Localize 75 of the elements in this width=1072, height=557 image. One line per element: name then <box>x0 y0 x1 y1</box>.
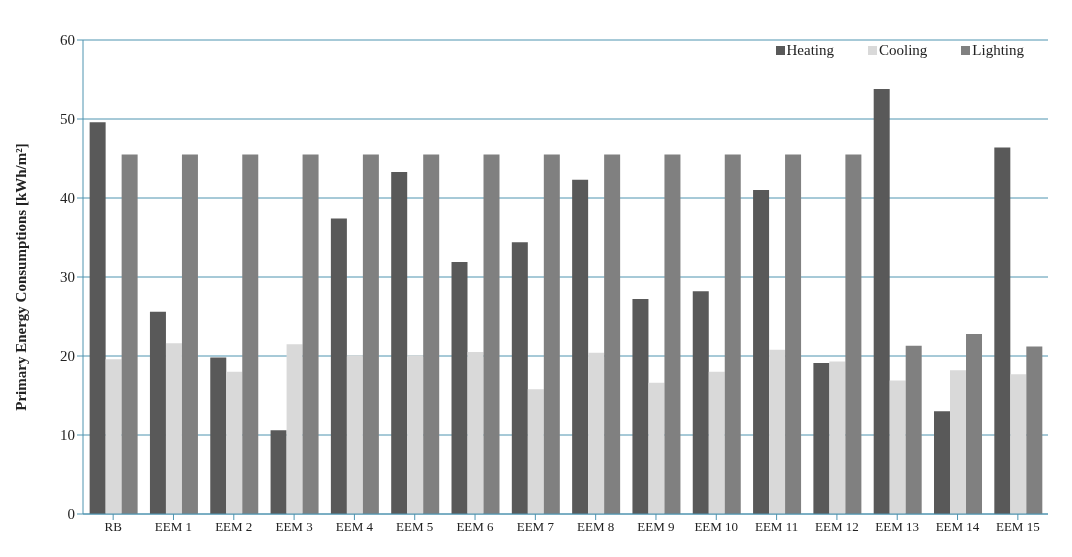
bar <box>391 171 408 514</box>
x-tick-label: EEM 4 <box>335 519 374 535</box>
bar <box>753 190 770 514</box>
bar <box>813 363 830 514</box>
bar <box>527 389 544 514</box>
y-tick-label: 30 <box>60 269 75 286</box>
y-tick-label: 50 <box>60 111 75 128</box>
bar <box>950 370 967 514</box>
bar <box>692 291 709 514</box>
x-tick-label: EEM 6 <box>456 519 495 535</box>
bar <box>604 154 621 514</box>
bar <box>89 122 106 514</box>
x-tick-label: EEM 13 <box>875 519 920 535</box>
y-tick-label: 40 <box>60 190 75 207</box>
bar <box>105 359 122 514</box>
y-axis-title: Primary Energy Consumptions [kWh/m²] <box>13 143 30 411</box>
x-tick-label: EEM 12 <box>815 519 859 535</box>
bar <box>905 345 922 514</box>
bar <box>724 154 741 514</box>
bar <box>708 371 725 514</box>
bar <box>873 88 890 514</box>
x-tick-label: EEM 1 <box>154 519 193 535</box>
bar <box>226 371 243 514</box>
x-tick-label: EEM 7 <box>516 519 555 535</box>
bar <box>1026 346 1043 514</box>
bar <box>543 154 560 514</box>
bar <box>511 242 528 514</box>
bar <box>121 154 138 514</box>
bar <box>210 357 227 514</box>
bar <box>423 154 440 514</box>
bar <box>346 355 363 514</box>
bar <box>1010 374 1027 514</box>
bar <box>632 299 649 514</box>
y-tick-label: 20 <box>60 348 75 365</box>
legend-label: Lighting <box>971 42 1024 59</box>
bar <box>572 179 589 514</box>
bar <box>467 352 484 514</box>
x-tick-label: EEM 14 <box>935 519 980 535</box>
bar <box>286 344 303 514</box>
bar <box>889 380 906 514</box>
bar <box>769 349 786 514</box>
bar <box>407 355 424 514</box>
bar <box>829 361 846 514</box>
x-tick-label: EEM 5 <box>396 519 434 535</box>
bar <box>302 154 319 514</box>
x-tick-label: EEM 2 <box>215 519 253 535</box>
x-tick-label: EEM 11 <box>754 519 799 535</box>
bar <box>588 352 605 514</box>
bar <box>483 154 500 514</box>
bar <box>270 430 287 514</box>
bar <box>362 154 379 514</box>
bar <box>330 218 347 514</box>
x-tick-label: EEM 15 <box>995 519 1040 535</box>
x-tick-label: EEM 8 <box>577 519 615 535</box>
y-tick-label: 10 <box>60 427 75 444</box>
bar <box>934 411 951 514</box>
bar <box>648 382 665 514</box>
bar <box>149 311 166 514</box>
x-tick-label: RB <box>104 519 123 535</box>
x-tick-label: EEM 9 <box>637 519 675 535</box>
x-tick-label: EEM 10 <box>694 519 739 535</box>
bar <box>966 333 983 514</box>
bar <box>242 154 259 514</box>
bar <box>181 154 198 514</box>
y-tick-label: 60 <box>60 32 75 49</box>
y-tick-label: 0 <box>67 506 75 523</box>
legend-label: Heating <box>785 42 834 59</box>
legend-label: Cooling <box>878 42 928 59</box>
bar <box>785 154 802 514</box>
bar <box>664 154 681 514</box>
bar <box>845 154 862 514</box>
bar <box>994 147 1011 514</box>
bar <box>451 261 468 514</box>
bar <box>165 343 182 514</box>
x-tick-label: EEM 3 <box>275 519 313 535</box>
